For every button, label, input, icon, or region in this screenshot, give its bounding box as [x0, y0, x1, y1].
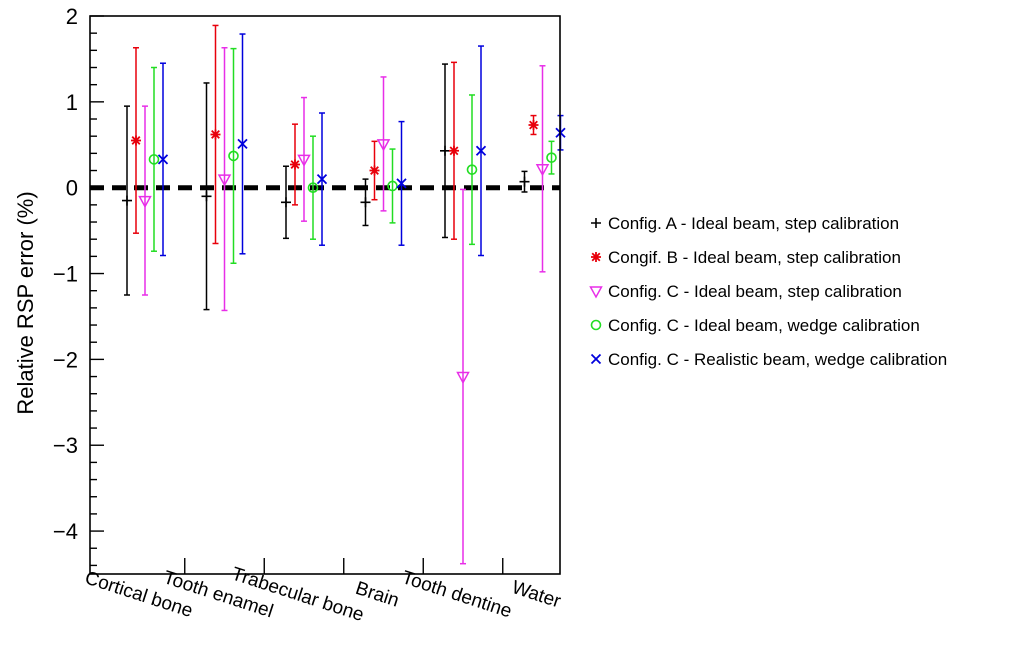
data-point: [281, 197, 291, 208]
y-axis: 2 1 0 −1 −2 −3 −4: [53, 4, 104, 567]
data-point: [449, 145, 459, 156]
legend-entry-3: Config. C - Ideal beam, wedge calibratio…: [590, 316, 920, 335]
legend-marker: [591, 252, 601, 262]
y-tick-label: −3: [53, 433, 78, 458]
data-point: [546, 152, 557, 163]
y-tick-label: 0: [66, 176, 78, 201]
data-point: [535, 164, 550, 177]
data-point: [440, 145, 450, 156]
legend-label: Config. C - Ideal beam, wedge calibratio…: [608, 316, 920, 335]
data-point: [210, 129, 221, 140]
legend: Config. A - Ideal beam, step calibration…: [589, 214, 947, 369]
y-tick-label: −2: [53, 347, 78, 372]
legend-marker: [591, 218, 601, 228]
data-point: [360, 197, 371, 208]
data-point: [237, 138, 248, 150]
y-tick-label: 1: [66, 90, 78, 115]
data-point: [369, 165, 380, 176]
data-point: [307, 182, 319, 193]
data-point: [466, 164, 478, 175]
data-point: [148, 154, 160, 165]
data-point: [528, 120, 539, 131]
legend-label: Config. C - Realistic beam, wedge calibr…: [608, 350, 947, 369]
data-point: [138, 195, 152, 209]
axes-frame: [89, 15, 561, 575]
legend-entry-4: Config. C - Realistic beam, wedge calibr…: [590, 350, 947, 369]
data-point: [475, 145, 487, 156]
legend-label: Config. C - Ideal beam, step calibration: [608, 282, 902, 301]
legend-entry-2: Config. C - Ideal beam, step calibration: [589, 282, 902, 301]
data-point: [376, 139, 391, 152]
series-1: [131, 24, 539, 245]
x-category-label: Tooth dentine: [399, 567, 514, 622]
data-point: [228, 150, 239, 162]
data-point: [297, 154, 311, 167]
series-3: [148, 47, 557, 264]
y-tick-label: −4: [53, 519, 78, 544]
legend-marker: [590, 353, 602, 365]
legend-entry-0: Config. A - Ideal beam, step calibration: [591, 214, 899, 233]
legend-label: Config. A - Ideal beam, step calibration: [608, 214, 899, 233]
plot-marks: [90, 24, 566, 565]
legend-marker: [590, 319, 602, 331]
legend-entry-1: Congif. B - Ideal beam, step calibration: [591, 248, 901, 267]
data-point: [157, 154, 169, 165]
data-point: [201, 191, 212, 202]
data-point: [396, 178, 407, 189]
plot-frame: [89, 15, 561, 575]
data-point: [290, 159, 300, 170]
x-category-label: Water: [509, 577, 564, 613]
data-point: [131, 135, 141, 146]
y-tick-label: −1: [53, 262, 78, 287]
data-point: [217, 174, 232, 187]
series-4: [157, 33, 566, 257]
data-point: [122, 195, 132, 206]
data-point: [387, 180, 398, 192]
legend-label: Congif. B - Ideal beam, step calibration: [608, 248, 901, 267]
legend-marker: [589, 286, 603, 299]
series-2: [138, 47, 550, 565]
data-point: [519, 176, 530, 187]
data-point: [316, 173, 328, 185]
y-axis-title: Relative RSP error (%): [13, 191, 38, 414]
y-tick-label: 2: [66, 4, 78, 29]
series-0: [122, 63, 530, 311]
data-point: [456, 371, 470, 385]
